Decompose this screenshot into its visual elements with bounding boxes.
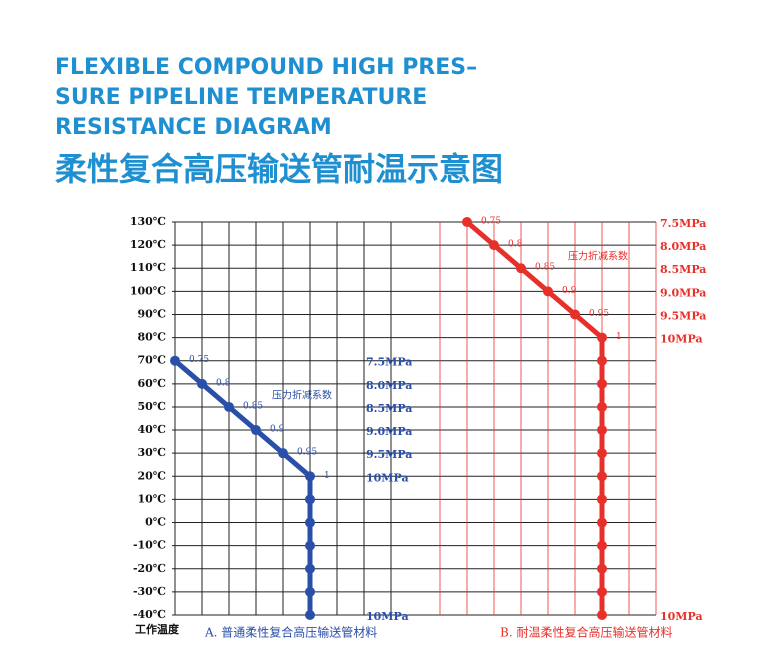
pressure-label: 7.5MPa <box>660 217 706 230</box>
title-en: RESISTANCE DIAGRAM <box>55 115 332 140</box>
y-tick-label: -10℃ <box>133 539 166 552</box>
pressure-label: 8.5MPa <box>366 402 412 415</box>
pressure-label: 10MPa <box>660 610 703 623</box>
y-tick-label: 10℃ <box>138 492 167 505</box>
point <box>597 517 607 528</box>
pressure-label: 9.0MPa <box>660 286 706 299</box>
point <box>597 610 607 620</box>
point <box>170 355 180 366</box>
point <box>543 286 553 297</box>
caption: A. 普通柔性复合高压输送管材料 <box>204 625 377 640</box>
title-en: FLEXIBLE COMPOUND HIGH PRES– <box>55 55 477 80</box>
point-label: 0.95 <box>297 448 317 458</box>
y-tick-label: 110℃ <box>130 261 166 274</box>
point <box>224 401 234 412</box>
point-label: 1 <box>616 332 622 342</box>
y-tick-label: 80℃ <box>138 331 167 344</box>
title-cn: 柔性复合高压输送管耐温示意图 <box>55 150 503 188</box>
pressure-label: 8.0MPa <box>366 379 412 392</box>
point <box>597 425 607 436</box>
annotation: 压力折减系数 <box>568 250 628 263</box>
point <box>489 240 499 251</box>
point-label: 0.85 <box>535 263 555 273</box>
pressure-label: 8.5MPa <box>660 263 706 276</box>
point-label: 0.8 <box>508 240 523 250</box>
point-label: 0.75 <box>481 217 501 227</box>
point <box>570 309 580 320</box>
y-tick-label: 50℃ <box>138 400 167 413</box>
point-label: 0.75 <box>189 355 209 365</box>
annotation: 压力折减系数 <box>272 389 332 402</box>
point-label: 0.85 <box>243 401 263 411</box>
point <box>305 517 315 528</box>
point <box>305 586 315 597</box>
point-label: 0.9 <box>562 286 577 296</box>
point <box>597 471 607 482</box>
point <box>597 563 607 574</box>
point <box>305 563 315 574</box>
point <box>597 540 607 551</box>
y-tick-label: 60℃ <box>138 377 167 390</box>
point <box>462 217 472 227</box>
point <box>305 471 315 482</box>
title-en: SURE PIPELINE TEMPERATURE <box>55 85 427 110</box>
point <box>305 610 315 620</box>
pressure-label: 9.5MPa <box>366 448 412 461</box>
y-tick-label: 70℃ <box>138 354 167 367</box>
pressure-label: 10MPa <box>660 333 703 346</box>
y-tick-label: 30℃ <box>138 446 167 459</box>
point <box>597 401 607 412</box>
point <box>597 332 607 343</box>
point <box>597 378 607 389</box>
pressure-label: 7.5MPa <box>366 356 412 369</box>
point <box>197 378 207 389</box>
point <box>597 355 607 366</box>
point <box>305 540 315 551</box>
pressure-label: 10MPa <box>366 471 409 484</box>
point <box>597 494 607 505</box>
point <box>305 494 315 505</box>
point <box>597 448 607 459</box>
point <box>251 425 261 436</box>
point <box>278 448 288 459</box>
point-label: 1 <box>324 471 330 481</box>
pressure-label: 8.0MPa <box>660 240 706 253</box>
point-label: 0.9 <box>270 425 285 435</box>
point-label: 0.8 <box>216 378 231 388</box>
y-tick-label: 90℃ <box>138 307 167 320</box>
line <box>465 220 605 615</box>
pressure-label: 9.0MPa <box>366 425 412 438</box>
y-tick-label: -30℃ <box>133 585 166 598</box>
y-tick-label: -20℃ <box>133 562 166 575</box>
pressure-label: 9.5MPa <box>660 309 706 322</box>
y-tick-label: 20℃ <box>138 469 167 482</box>
pressure-label: 10MPa <box>366 610 409 623</box>
y-tick-label: 100℃ <box>130 284 166 297</box>
point-label: 0.95 <box>589 309 609 319</box>
y-tick-label: 130℃ <box>130 215 166 228</box>
caption: B. 耐温柔性复合高压输送管材料 <box>500 625 672 640</box>
point <box>597 586 607 597</box>
y-axis-label: 工作温度 <box>135 622 180 636</box>
y-tick-label: -40℃ <box>133 608 166 621</box>
point <box>516 263 526 274</box>
y-tick-label: 0℃ <box>145 516 166 529</box>
y-tick-label: 40℃ <box>138 423 167 436</box>
y-tick-label: 120℃ <box>130 238 166 251</box>
